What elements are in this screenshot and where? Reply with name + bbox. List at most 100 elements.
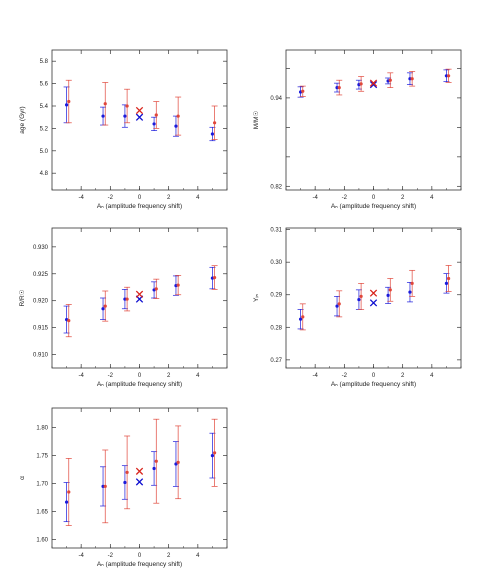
- data-point-red: [154, 459, 158, 463]
- y-tick-label: 5.2: [40, 126, 49, 132]
- data-point-red: [213, 121, 217, 125]
- x-axis-label: Aₙ (amplitude frequency shift): [97, 203, 182, 210]
- data-point-red: [410, 281, 414, 285]
- data-point-red: [67, 490, 71, 494]
- data-point-red: [67, 99, 71, 104]
- data-point-blue: [64, 103, 69, 107]
- y-tick-label: 5.4: [40, 104, 49, 110]
- data-point-blue: [210, 132, 215, 136]
- x-tick-label: -4: [312, 373, 318, 379]
- data-point-blue: [123, 480, 127, 485]
- data-point-blue: [335, 85, 339, 90]
- x-tick-label: -2: [342, 195, 348, 201]
- y-tick-label: 0.29: [270, 293, 282, 299]
- x-tick-label: -2: [342, 373, 348, 379]
- y-tick-label: 0.915: [33, 326, 49, 332]
- x-tick-label: 4: [196, 553, 200, 559]
- chart-panel-age: -4 -2 0 2 4 4.8 5.0 5.2 5.4 5.6 5.8 Aₙ (amplitude f…: [19, 49, 228, 210]
- chart-panel-mass: -4 -2 0 2 4 0.82 0.94 Aₙ (amplitude frequency s…: [252, 49, 462, 210]
- x-tick-label: 2: [167, 195, 171, 201]
- y-tick-label: 5.8: [40, 59, 49, 65]
- y-axis-label: Yᵢₙ: [253, 294, 260, 302]
- x-tick-label: 4: [430, 195, 434, 201]
- data-point-blue: [101, 484, 105, 488]
- y-axis-label: R/R☉: [18, 289, 26, 306]
- x-tick-label: 4: [196, 373, 200, 379]
- x-tick-label: -4: [78, 195, 84, 201]
- data-point-red: [359, 294, 363, 298]
- data-point-blue: [386, 293, 390, 297]
- y-tick-label: 0.94: [270, 96, 282, 102]
- chart-panel-alpha: -4 -2 0 2 4 1.60 1.65 1.70 1.75 1.80 Aₙ (amplitude…: [19, 407, 228, 568]
- x-tick-label: -4: [78, 373, 84, 379]
- data-point-red: [103, 484, 107, 488]
- x-axis-label: Aₙ (amplitude frequency shift): [97, 561, 182, 568]
- y-tick-label: 0.82: [270, 184, 282, 190]
- data-point-blue: [123, 114, 127, 118]
- data-point-red: [301, 315, 305, 319]
- plot-frame: [51, 227, 228, 369]
- x-tick-label: 0: [372, 195, 376, 201]
- data-point-red: [67, 319, 71, 323]
- marker-x-red: [369, 79, 378, 87]
- data-point-blue: [210, 454, 215, 458]
- x-tick-label: -2: [108, 195, 114, 201]
- data-point-red: [213, 275, 217, 280]
- y-tick-label: 0.930: [33, 245, 49, 251]
- data-point-blue: [152, 466, 156, 471]
- marker-x-red: [135, 467, 144, 475]
- data-point-red: [176, 114, 180, 118]
- x-tick-label: 4: [430, 373, 434, 379]
- y-tick-label: 1.70: [36, 482, 48, 488]
- data-point-red: [125, 297, 129, 301]
- plot-frame: [285, 227, 462, 369]
- x-tick-label: -2: [108, 553, 114, 559]
- data-point-red: [388, 78, 392, 82]
- data-point-blue: [101, 307, 105, 311]
- plot-frame: [285, 49, 462, 191]
- y-tick-label: 0.30: [270, 260, 282, 266]
- data-point-red: [176, 283, 180, 287]
- x-axis-label: Aₙ (amplitude frequency shift): [331, 203, 416, 210]
- data-point-blue: [123, 297, 127, 301]
- data-point-red: [447, 276, 451, 281]
- data-point-blue: [357, 298, 361, 302]
- data-point-red: [337, 302, 341, 306]
- y-tick-label: 0.925: [33, 272, 49, 278]
- data-point-red: [125, 470, 129, 474]
- x-tick-label: -2: [108, 373, 114, 379]
- x-tick-label: 0: [138, 195, 142, 201]
- x-tick-label: 0: [372, 373, 376, 379]
- data-point-red: [154, 287, 158, 291]
- data-point-red: [103, 304, 107, 308]
- plot-frame: [51, 407, 228, 549]
- data-point-red: [359, 82, 363, 86]
- x-axis-label: Aₙ (amplitude frequency shift): [331, 381, 416, 388]
- x-tick-label: 0: [138, 553, 142, 559]
- x-tick-label: 2: [401, 373, 405, 379]
- marker-x-red: [135, 106, 144, 115]
- data-point-blue: [335, 304, 339, 308]
- data-point-red: [154, 113, 158, 117]
- marker-x-red: [135, 290, 144, 298]
- marker-x-blue: [135, 113, 144, 121]
- x-tick-label: 2: [167, 553, 171, 559]
- marker-x-red: [369, 289, 378, 297]
- marker-x-blue: [135, 478, 144, 486]
- y-tick-label: 0.910: [33, 353, 49, 359]
- x-tick-label: 2: [401, 195, 405, 201]
- x-tick-label: 4: [196, 195, 200, 201]
- data-point-red: [388, 288, 392, 292]
- y-tick-label: 0.27: [270, 358, 282, 364]
- data-point-blue: [408, 77, 412, 81]
- y-tick-label: 0.920: [33, 299, 49, 305]
- x-axis-label: Aₙ (amplitude frequency shift): [97, 381, 182, 388]
- y-axis-label: age (Gyr): [19, 106, 26, 133]
- chart-panel-helium: -4 -2 0 2 4 0.27 0.28 0.29 0.30 0.31 Aₙ (amplitude…: [253, 227, 462, 388]
- data-point-red: [125, 104, 129, 108]
- data-point-red: [176, 460, 180, 464]
- data-point-red: [213, 451, 217, 455]
- y-tick-label: 0.31: [270, 228, 282, 234]
- y-axis-label: α: [19, 476, 26, 480]
